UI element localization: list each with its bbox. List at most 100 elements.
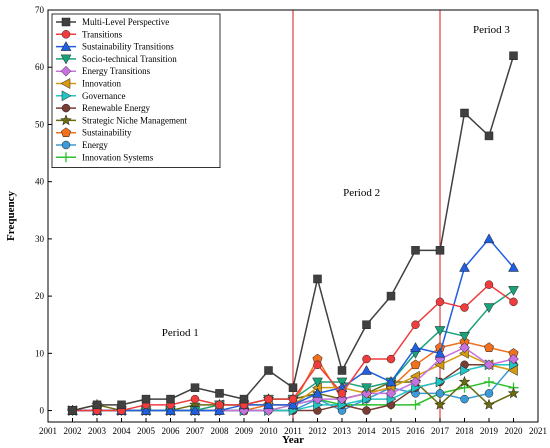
x-tick-label: 2020 [505,426,524,436]
x-tick-label: 2015 [382,426,401,436]
data-point [434,398,446,410]
y-tick-label: 30 [35,234,45,244]
x-tick-label: 2008 [211,426,230,436]
legend-item: Transitions [56,29,123,39]
y-axis-title: Frequency [5,191,17,241]
data-point [483,398,495,410]
data-point [509,51,518,61]
data-point [483,233,495,244]
series-group [68,51,518,415]
data-point [165,405,176,415]
data-point [410,342,421,352]
data-point [337,389,347,398]
x-tick-label: 2001 [39,426,57,436]
data-point [460,108,469,118]
data-point [166,394,175,404]
data-point [507,387,520,399]
legend-marker [61,103,71,113]
data-point [484,131,494,141]
legend-label: Multi-Level Perspective [82,17,169,27]
data-point [458,375,471,387]
data-point [140,405,152,415]
x-tick-label: 2014 [358,426,377,436]
period-label: Period 2 [343,187,380,199]
data-point [288,383,298,392]
x-tick-label: 2009 [235,426,254,436]
legend-item: Sustainability Transitions [56,41,174,52]
data-point [386,354,396,364]
legend-marker [61,140,71,150]
y-tick-label: 20 [35,291,45,301]
x-tick-label: 2005 [137,426,156,436]
legend-label: Strategic Niche Management [82,115,187,125]
series-layer [66,51,520,417]
legend-item: Energy Transitions [56,65,151,77]
data-point [189,405,201,415]
data-point [435,389,445,398]
data-point [264,366,273,375]
x-tick-label: 2006 [162,426,181,436]
data-point [459,261,470,272]
legend-item: Renewable Energy [56,103,151,113]
legend-marker [60,78,71,89]
legend-box [51,13,221,169]
data-point [313,274,322,284]
x-tick-label: 2012 [309,426,327,436]
x-tick-label: 2018 [456,426,475,436]
legend-item: Sustainability [56,127,132,138]
x-tick-label: 2011 [284,426,302,436]
legend-marker [61,30,71,39]
x-tick-label: 2004 [113,426,132,436]
data-point [411,246,420,255]
legend-item: Energy [56,140,108,150]
data-point [288,394,298,404]
data-point [312,387,323,398]
legend-label: Energy [82,140,108,150]
data-point [459,331,470,342]
data-point [263,399,274,410]
legend-label: Energy Transitions [82,66,151,76]
x-tick-label: 2016 [407,426,426,436]
x-tick-label: 2013 [333,426,352,436]
legend: Multi-Level Perspective Transitions Sustai… [51,13,221,169]
legend-label: Sustainability [82,128,132,138]
data-point [410,399,421,410]
legend-marker [60,41,72,51]
y-tick-label: 60 [35,62,45,72]
data-point [362,354,371,364]
data-point [264,394,273,404]
x-axis-title: Year [282,434,304,446]
legend-marker [60,65,72,77]
data-point [483,359,495,371]
data-point [239,394,249,404]
legend-item: Multi-Level Perspective [56,17,169,27]
data-point [411,320,420,329]
x-tick-label: 2019 [480,426,499,436]
x-tick-label: 2010 [260,426,279,436]
data-point [434,347,446,358]
data-point [337,366,347,375]
legend-item: Socio-technical Transition [56,54,177,65]
y-tick-label: 10 [35,348,45,358]
data-point [484,389,494,398]
data-point [435,376,446,388]
data-point [508,353,519,365]
legend-item: Governance [56,90,125,102]
data-point [92,400,102,410]
data-point [287,399,299,410]
data-point [507,365,518,376]
data-point [141,394,151,404]
period-label: Period 1 [162,327,199,339]
data-point [460,365,471,376]
data-point [385,376,397,387]
y-tick-label: 0 [40,406,45,416]
legend-marker [61,90,72,102]
data-point [459,342,470,353]
axis-layer: 2001 2002 2003 2004 2005 2006 2007 2008 2009 2010… [35,5,547,436]
legend-marker [61,152,71,163]
data-point [435,246,445,255]
legend-item: Strategic Niche Management [56,114,187,126]
x-tick-label: 2007 [186,426,205,436]
data-point [190,394,200,404]
